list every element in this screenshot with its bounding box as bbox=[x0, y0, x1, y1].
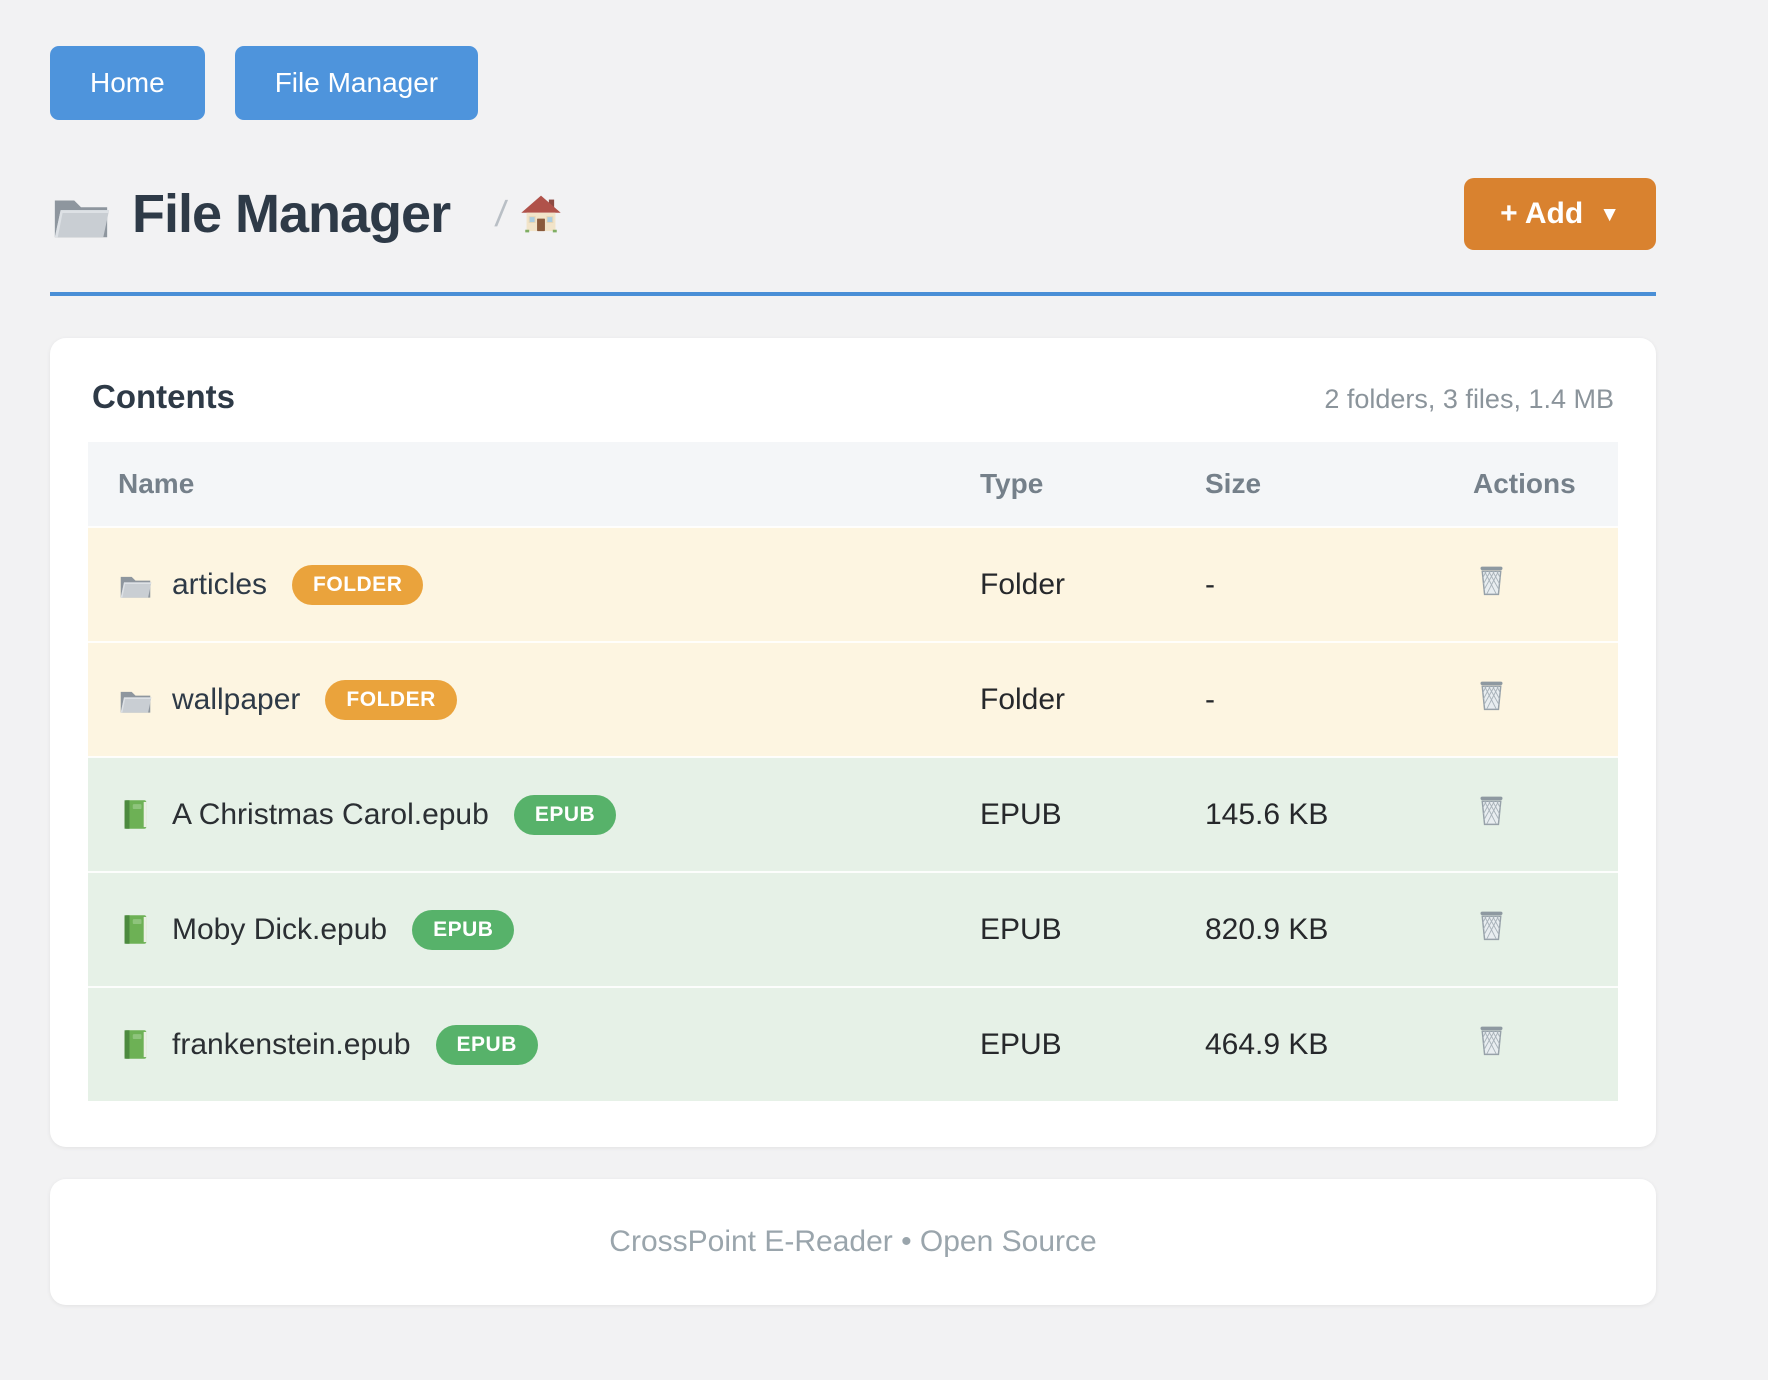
book-icon bbox=[118, 1027, 153, 1062]
footer: CrossPoint E-Reader • Open Source bbox=[50, 1179, 1656, 1305]
folder-icon bbox=[118, 567, 153, 602]
table-row: articles FOLDER Folder - bbox=[88, 526, 1618, 642]
page: Home File Manager File Manager / bbox=[50, 46, 1656, 1305]
title-wrap: File Manager / bbox=[50, 183, 562, 245]
trash-icon bbox=[1473, 792, 1510, 829]
file-name[interactable]: A Christmas Carol.epub bbox=[172, 797, 489, 831]
name-cell: A Christmas Carol.epub EPUB bbox=[118, 794, 920, 835]
trash-icon bbox=[1473, 677, 1510, 714]
contents-card: Contents 2 folders, 3 files, 1.4 MB Name… bbox=[50, 338, 1656, 1147]
add-button[interactable]: + Add ▼ bbox=[1464, 178, 1656, 250]
book-icon bbox=[118, 797, 153, 832]
size-cell: 820.9 KB bbox=[1175, 871, 1443, 987]
breadcrumb-separator: / bbox=[493, 193, 510, 234]
size-cell: - bbox=[1175, 641, 1443, 757]
folder-icon bbox=[50, 183, 112, 245]
size-cell: - bbox=[1175, 526, 1443, 642]
delete-button[interactable] bbox=[1473, 1022, 1510, 1059]
type-badge: EPUB bbox=[435, 1024, 538, 1065]
chevron-down-icon: ▼ bbox=[1599, 202, 1620, 226]
size-cell: 145.6 KB bbox=[1175, 756, 1443, 872]
name-cell: articles FOLDER bbox=[118, 564, 920, 605]
type-cell: Folder bbox=[950, 641, 1175, 757]
file-name[interactable]: Moby Dick.epub bbox=[172, 912, 388, 946]
contents-summary: 2 folders, 3 files, 1.4 MB bbox=[1324, 384, 1614, 414]
page-title: File Manager bbox=[132, 184, 451, 244]
nav-file-manager-button[interactable]: File Manager bbox=[234, 46, 479, 120]
breadcrumb: / bbox=[493, 193, 562, 235]
table-header-row: Name Type Size Actions bbox=[88, 442, 1618, 527]
type-badge: FOLDER bbox=[292, 564, 424, 605]
trash-icon bbox=[1473, 907, 1510, 944]
delete-button[interactable] bbox=[1473, 677, 1510, 714]
table-body: articles FOLDER Folder - bbox=[88, 526, 1618, 1101]
column-header-size: Size bbox=[1175, 442, 1443, 527]
contents-heading: Contents bbox=[92, 378, 235, 415]
nav-home-button[interactable]: Home bbox=[50, 46, 205, 120]
table-row: A Christmas Carol.epub EPUB EPUB 145.6 K… bbox=[88, 756, 1618, 872]
header-divider bbox=[50, 292, 1656, 296]
type-cell: EPUB bbox=[950, 871, 1175, 987]
top-nav: Home File Manager bbox=[50, 46, 1656, 120]
type-cell: Folder bbox=[950, 526, 1175, 642]
page-header: File Manager / + A bbox=[50, 178, 1656, 250]
add-button-label: + Add bbox=[1500, 197, 1584, 230]
delete-button[interactable] bbox=[1473, 907, 1510, 944]
home-icon[interactable] bbox=[520, 193, 562, 235]
column-header-actions: Actions bbox=[1443, 442, 1618, 527]
type-badge: EPUB bbox=[412, 909, 515, 950]
type-cell: EPUB bbox=[950, 986, 1175, 1101]
column-header-type: Type bbox=[950, 442, 1175, 527]
contents-card-header: Contents 2 folders, 3 files, 1.4 MB bbox=[88, 378, 1618, 416]
name-cell: Moby Dick.epub EPUB bbox=[118, 909, 920, 950]
table-row: frankenstein.epub EPUB EPUB 464.9 KB bbox=[88, 986, 1618, 1101]
name-cell: wallpaper FOLDER bbox=[118, 679, 920, 720]
footer-text: CrossPoint E-Reader • Open Source bbox=[609, 1225, 1097, 1258]
size-cell: 464.9 KB bbox=[1175, 986, 1443, 1101]
table-row: wallpaper FOLDER Folder - bbox=[88, 641, 1618, 757]
book-icon bbox=[118, 912, 153, 947]
file-name[interactable]: frankenstein.epub bbox=[172, 1027, 411, 1061]
delete-button[interactable] bbox=[1473, 562, 1510, 599]
trash-icon bbox=[1473, 1022, 1510, 1059]
folder-icon bbox=[118, 682, 153, 717]
file-name[interactable]: articles bbox=[172, 567, 268, 601]
type-badge: EPUB bbox=[513, 794, 617, 835]
file-name[interactable]: wallpaper bbox=[172, 682, 301, 716]
column-header-name: Name bbox=[88, 442, 950, 527]
type-cell: EPUB bbox=[950, 756, 1175, 872]
trash-icon bbox=[1473, 562, 1510, 599]
delete-button[interactable] bbox=[1473, 792, 1510, 829]
table-row: Moby Dick.epub EPUB EPUB 820.9 KB bbox=[88, 871, 1618, 987]
type-badge: FOLDER bbox=[325, 679, 457, 720]
name-cell: frankenstein.epub EPUB bbox=[118, 1024, 920, 1065]
contents-table: Name Type Size Actions articles bbox=[88, 442, 1618, 1101]
